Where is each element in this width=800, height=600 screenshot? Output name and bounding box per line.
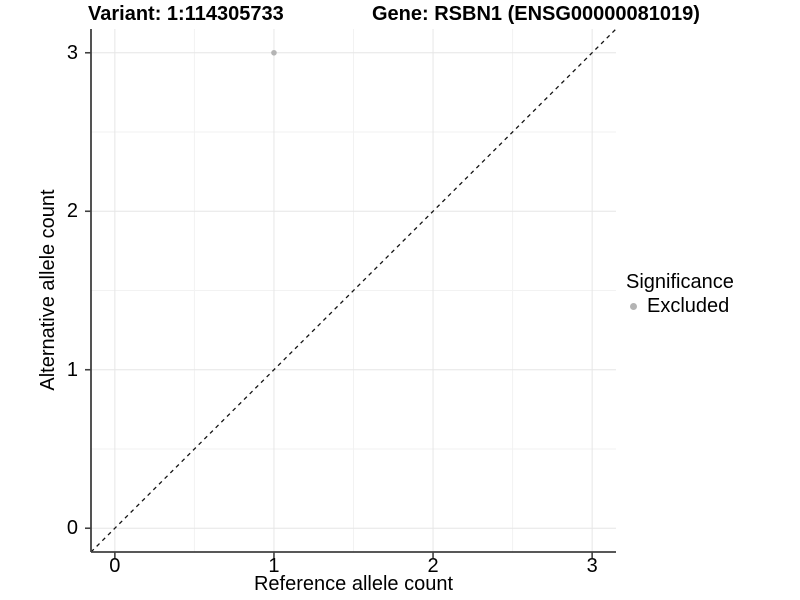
y-tick-label-3: 3 <box>66 41 78 64</box>
x-axis-title: Reference allele count <box>253 573 453 595</box>
legend-entry-label: Excluded <box>647 295 730 317</box>
y-tick-label-0: 0 <box>66 517 78 540</box>
x-tick-label-2: 2 <box>427 555 439 577</box>
y-tick-label-2: 2 <box>66 200 78 223</box>
plot-title-variant: Variant: 1:114305733 <box>88 3 284 25</box>
legend-entry-excluded: Excluded <box>626 295 734 317</box>
x-tick-label-0: 0 <box>109 555 121 577</box>
data-point <box>271 49 277 56</box>
plot-title-gene: Gene: RSBN1 (ENSG00000081019) <box>372 3 700 25</box>
legend-title: Significance <box>626 271 734 293</box>
legend-key-dot-icon <box>630 303 637 310</box>
x-tick-label-1: 1 <box>268 555 280 577</box>
identity-reference-line <box>90 28 617 553</box>
x-tick-label-3: 3 <box>586 555 598 577</box>
y-tick-label-1: 1 <box>66 358 78 381</box>
legend: Significance Excluded <box>626 271 734 317</box>
